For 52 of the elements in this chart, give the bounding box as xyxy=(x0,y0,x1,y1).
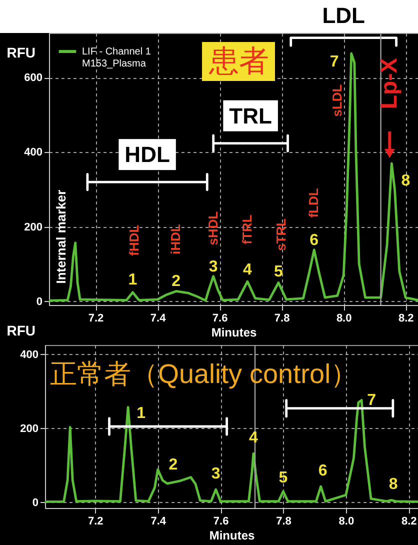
x-tick-label: 8.0 xyxy=(336,312,352,324)
annotation: 1 xyxy=(136,405,146,422)
y-tick-label: 400 xyxy=(24,146,42,159)
annotation: 2 xyxy=(172,273,181,290)
annotation: fHDL xyxy=(126,224,142,256)
x-tick-label: 8.2 xyxy=(398,312,414,324)
annotation: Lp-X xyxy=(376,57,402,109)
annotation: TRL xyxy=(229,103,272,128)
x-tick-label: 7.4 xyxy=(150,312,167,324)
annotation: 3 xyxy=(211,465,220,482)
annotation: fTRL xyxy=(239,214,254,244)
x-axis-title: Minutes xyxy=(209,528,255,542)
annotation: iHDL xyxy=(168,224,184,254)
x-tick-label: 7.6 xyxy=(213,516,229,528)
x-tick-label: 7.2 xyxy=(88,516,104,528)
annotation: 5 xyxy=(278,469,288,486)
annotation: 6 xyxy=(310,232,319,249)
annotation: 5 xyxy=(274,264,284,281)
annotation: 8 xyxy=(401,172,410,190)
annotation: 6 xyxy=(318,462,328,480)
annotation: fLDL xyxy=(306,188,322,218)
y-axis-title: RFU xyxy=(6,44,36,60)
annotation: 8 xyxy=(388,476,398,494)
y-tick-label: 0 xyxy=(32,496,38,509)
annotation: sTRL xyxy=(273,218,288,251)
annotation: 1 xyxy=(128,271,138,288)
y-tick-label: 0 xyxy=(36,296,42,308)
x-tick-label: 7.8 xyxy=(274,312,290,324)
legend-label: LIF - Channel 1 M153_Plasma xyxy=(82,46,152,70)
annotation: 7 xyxy=(330,53,339,70)
y-axis-title: RFU xyxy=(6,322,36,338)
chart-title: 患者 xyxy=(208,45,269,78)
annotation: HDL xyxy=(124,142,170,168)
x-axis-title: Minutes xyxy=(211,326,257,340)
annotation: 4 xyxy=(243,262,252,279)
y-tick-label: 400 xyxy=(20,348,38,361)
x-tick-label: 8.2 xyxy=(401,516,417,528)
annotation: Internal marker xyxy=(53,190,68,284)
annotation: 3 xyxy=(208,258,218,276)
x-tick-label: 7.4 xyxy=(150,516,167,528)
y-tick-label: 200 xyxy=(24,221,42,234)
annotation: sHDL xyxy=(205,211,220,246)
annotation: LDL xyxy=(322,2,365,28)
x-tick-label: 7.8 xyxy=(276,516,292,528)
annotation: 2 xyxy=(168,456,178,474)
annotation: 7 xyxy=(367,392,376,410)
y-tick-label: 200 xyxy=(20,422,38,435)
annotation: sLDL xyxy=(329,84,344,117)
x-tick-label: 7.6 xyxy=(212,312,228,324)
x-tick-label: 8.0 xyxy=(338,516,354,528)
x-tick-label: 7.2 xyxy=(88,312,104,324)
y-tick-label: 600 xyxy=(24,72,42,84)
